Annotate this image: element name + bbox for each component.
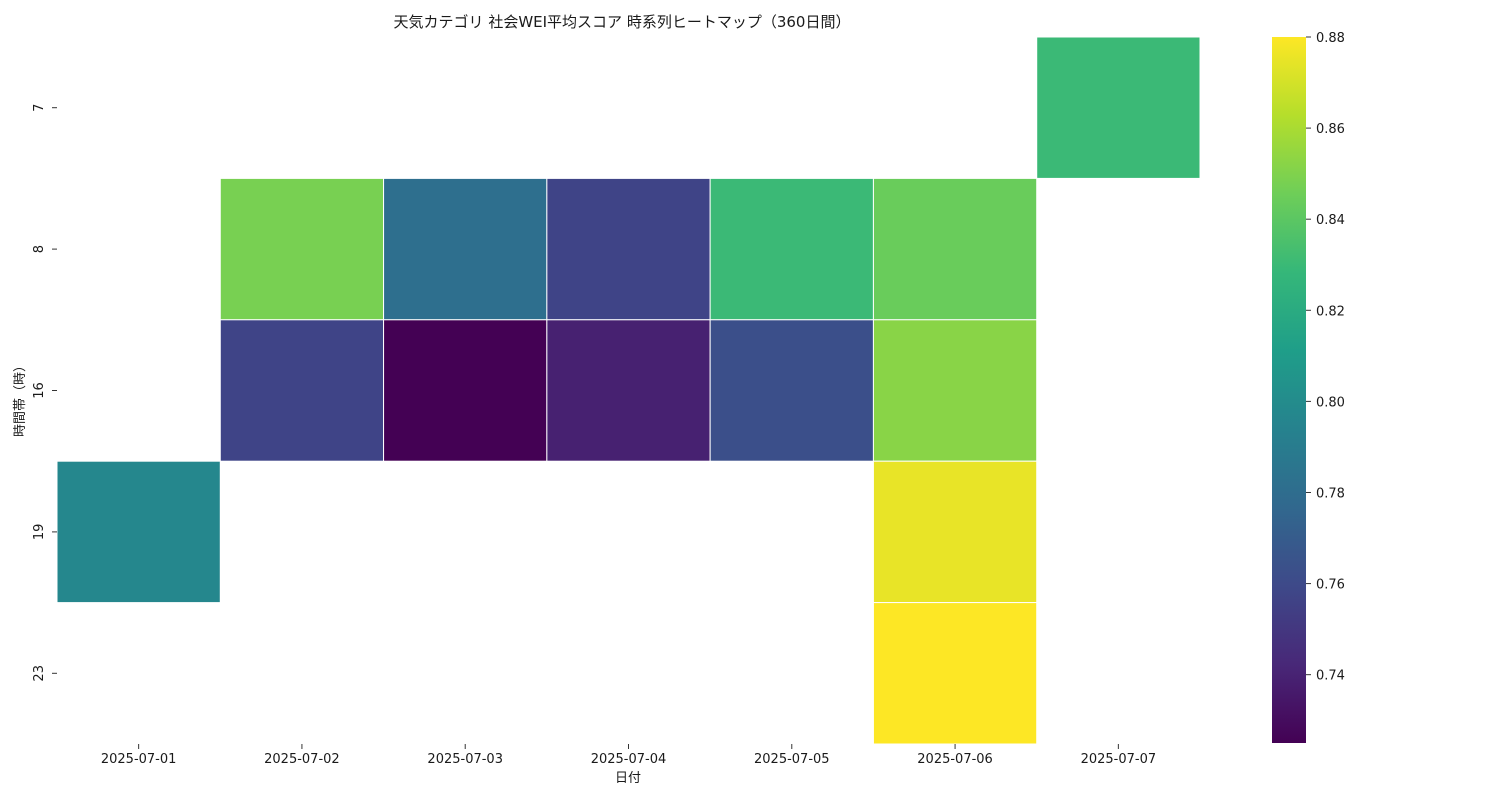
heatmap-cell-16-2025-07-02 [219, 319, 385, 462]
y-tick-label: 19 [32, 524, 47, 541]
heatmap-cell-23-2025-07-06 [872, 602, 1038, 745]
colorbar-tick-label: 0.86 [1316, 122, 1345, 137]
x-tick-label: 2025-07-02 [264, 752, 340, 767]
x-tick-label: 2025-07-04 [591, 752, 667, 767]
heatmap-cell-8-2025-07-06 [872, 177, 1038, 321]
colorbar-tick-label: 0.78 [1316, 486, 1345, 501]
colorbar-tick-label: 0.82 [1316, 304, 1345, 319]
x-tick-label: 2025-07-06 [917, 752, 993, 767]
heatmap-cell-8-2025-07-05 [709, 177, 874, 321]
colorbar-ticks: 0.74 0.76 0.78 0.80 0.82 0.84 0.86 0.88 [1306, 31, 1345, 684]
heatmap-cell-16-2025-07-06 [872, 319, 1038, 462]
heatmap-cell-16-2025-07-05 [709, 319, 874, 462]
x-tick-label: 2025-07-03 [427, 752, 503, 767]
heatmap-cell-19-2025-07-06 [872, 460, 1038, 604]
heatmap-cells [56, 36, 1201, 745]
colorbar-tick-label: 0.80 [1316, 395, 1345, 410]
colorbar-tick-label: 0.88 [1316, 31, 1345, 46]
heatmap-cell-16-2025-07-03 [383, 319, 548, 462]
x-tick-label: 2025-07-07 [1081, 752, 1157, 767]
colorbar-tick-label: 0.84 [1316, 213, 1345, 228]
heatmap-cell-8-2025-07-03 [383, 177, 548, 321]
x-axis-ticks: 2025-07-01 2025-07-02 2025-07-03 2025-07-04… [101, 744, 1156, 767]
y-tick-label: 8 [32, 245, 47, 253]
colorbar-tick-label: 0.74 [1316, 669, 1345, 684]
x-tick-label: 2025-07-01 [101, 752, 177, 767]
heatmap-cell-16-2025-07-04 [546, 319, 711, 462]
x-axis-label: 日付 [615, 771, 641, 786]
colorbar [1272, 37, 1306, 743]
y-tick-label: 16 [32, 382, 47, 399]
heatmap-cell-7-2025-07-07 [1036, 36, 1201, 179]
heatmap-cell-8-2025-07-02 [219, 177, 385, 321]
heatmap-cell-8-2025-07-04 [546, 177, 711, 321]
heatmap-cell-19-2025-07-01 [56, 460, 221, 604]
y-axis-label: 時間帯（時） [13, 359, 28, 437]
y-axis-ticks: 7 8 16 19 23 [32, 104, 57, 682]
y-tick-label: 7 [32, 104, 47, 112]
x-tick-label: 2025-07-05 [754, 752, 830, 767]
chart-title: 天気カテゴリ 社会WEI平均スコア 時系列ヒートマップ（360日間） [394, 13, 851, 31]
colorbar-tick-label: 0.76 [1316, 578, 1345, 593]
y-tick-label: 23 [32, 665, 47, 682]
